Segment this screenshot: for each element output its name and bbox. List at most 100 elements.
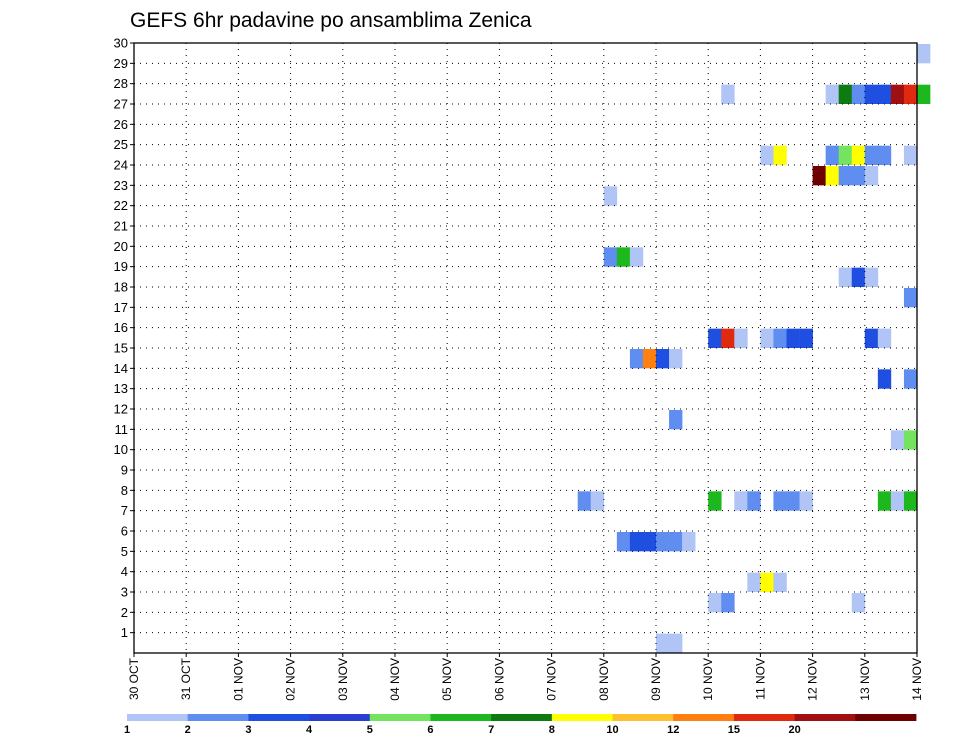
legend-swatch [491,714,553,721]
heatmap-cell [864,145,879,165]
heatmap-cell [669,633,683,653]
heatmap-cell [786,328,800,348]
x-tick-label: 04 NOV [388,658,402,701]
heatmap-cell [629,532,644,552]
legend-swatch [309,714,371,721]
y-tick-label: 25 [114,137,128,152]
heatmap-cell [825,166,839,186]
heatmap-cell [877,84,892,104]
heatmap-cell [799,328,813,348]
x-tick-label: 02 NOV [284,658,298,701]
y-tick-label: 20 [114,239,128,254]
legend-label: 10 [606,724,618,736]
legend-swatch [369,714,431,721]
heatmap-cell [917,84,931,104]
heatmap-cell [747,491,761,511]
heatmap-cell [734,328,748,348]
heatmap-cell [799,491,813,511]
legend-swatch [794,714,856,721]
heatmap-cell [773,491,787,511]
heatmap-cell [890,491,905,511]
heatmap-cell [708,491,722,511]
heatmap-cell [773,328,787,348]
heatmap-cell [864,267,879,287]
y-tick-label: 29 [114,56,128,71]
y-tick-label: 23 [114,178,128,193]
legend-label: 5 [367,724,373,736]
heatmap-cell [864,166,879,186]
heatmap-cell [851,267,866,287]
x-tick-label: 10 NOV [701,658,715,701]
y-tick-label: 2 [121,605,128,620]
legend-swatch [733,714,796,721]
heatmap-cell [656,633,670,653]
x-tick-label: 13 NOV [858,658,872,701]
heatmap-cell [903,430,918,450]
heatmap-cell [877,328,892,348]
heatmap-cell [682,532,696,552]
x-tick-label: 14 NOV [910,658,924,701]
heatmap-cell [721,328,735,348]
heatmap-cell [656,349,670,369]
heatmap-cell [603,247,618,267]
y-tick-label: 1 [121,625,128,640]
heatmap-cell [616,247,631,267]
x-tick-label: 11 NOV [753,658,767,700]
heatmap-cell [890,430,905,450]
x-tick-label: 06 NOV [492,658,506,701]
y-tick-label: 22 [114,198,128,213]
y-tick-label: 9 [121,463,128,478]
heatmap-cell [760,145,774,165]
legend-swatch [612,714,674,721]
legend-label: 3 [245,724,251,736]
x-tick-label: 08 NOV [597,658,611,701]
x-tick-label: 01 NOV [231,658,245,701]
chart-title: GEFS 6hr padavine po ansamblima Zenica [130,9,532,32]
y-tick-label: 10 [114,442,128,457]
heatmap-cell [903,491,918,511]
y-tick-label: 5 [121,544,128,559]
legend-label: 7 [488,724,494,736]
heatmap-cell [708,328,722,348]
y-tick-label: 4 [121,564,128,579]
heatmap-cell [838,267,853,287]
y-tick-label: 21 [114,219,128,234]
x-tick-label: 05 NOV [440,658,454,701]
y-tick-label: 12 [114,402,128,417]
y-tick-label: 28 [114,76,128,91]
legend-label: 12 [667,724,679,736]
heatmap-cell [642,349,657,369]
heatmap-cell [838,84,853,104]
heatmap-cell [708,593,722,613]
y-tick-label: 13 [114,381,128,396]
heatmap-cell [903,145,918,165]
heatmap-cell [851,166,866,186]
heatmap-cell [773,572,787,592]
y-tick-label: 30 [114,36,128,51]
heatmap-cell [616,532,631,552]
heatmap-cell [773,145,787,165]
heatmap-cell [890,84,905,104]
x-axis-ticks: 30 OCT 31 OCT 01 NOV 02 NOV 03 NOV 04 NOV 05 N… [127,653,924,701]
y-tick-label: 17 [114,300,128,315]
heatmap-cell [669,410,683,430]
y-tick-label: 7 [121,503,128,518]
heatmap-cell [864,84,879,104]
legend-label: 2 [185,724,191,736]
heatmap-cell [877,145,892,165]
legend-swatch [248,714,310,721]
y-tick-label: 6 [121,524,128,539]
y-tick-label: 18 [114,280,128,295]
heatmap-cell [851,593,866,613]
heatmap-cell [669,349,683,369]
legend-swatch [855,714,917,721]
heatmap-cell [786,491,800,511]
heatmap-cell [760,572,774,592]
legend-label: 6 [427,724,433,736]
heatmap-cell [656,532,670,552]
x-tick-label: 30 OCT [127,657,141,700]
y-tick-label: 16 [114,320,128,335]
y-tick-label: 27 [114,97,128,112]
y-tick-label: 8 [121,483,128,498]
